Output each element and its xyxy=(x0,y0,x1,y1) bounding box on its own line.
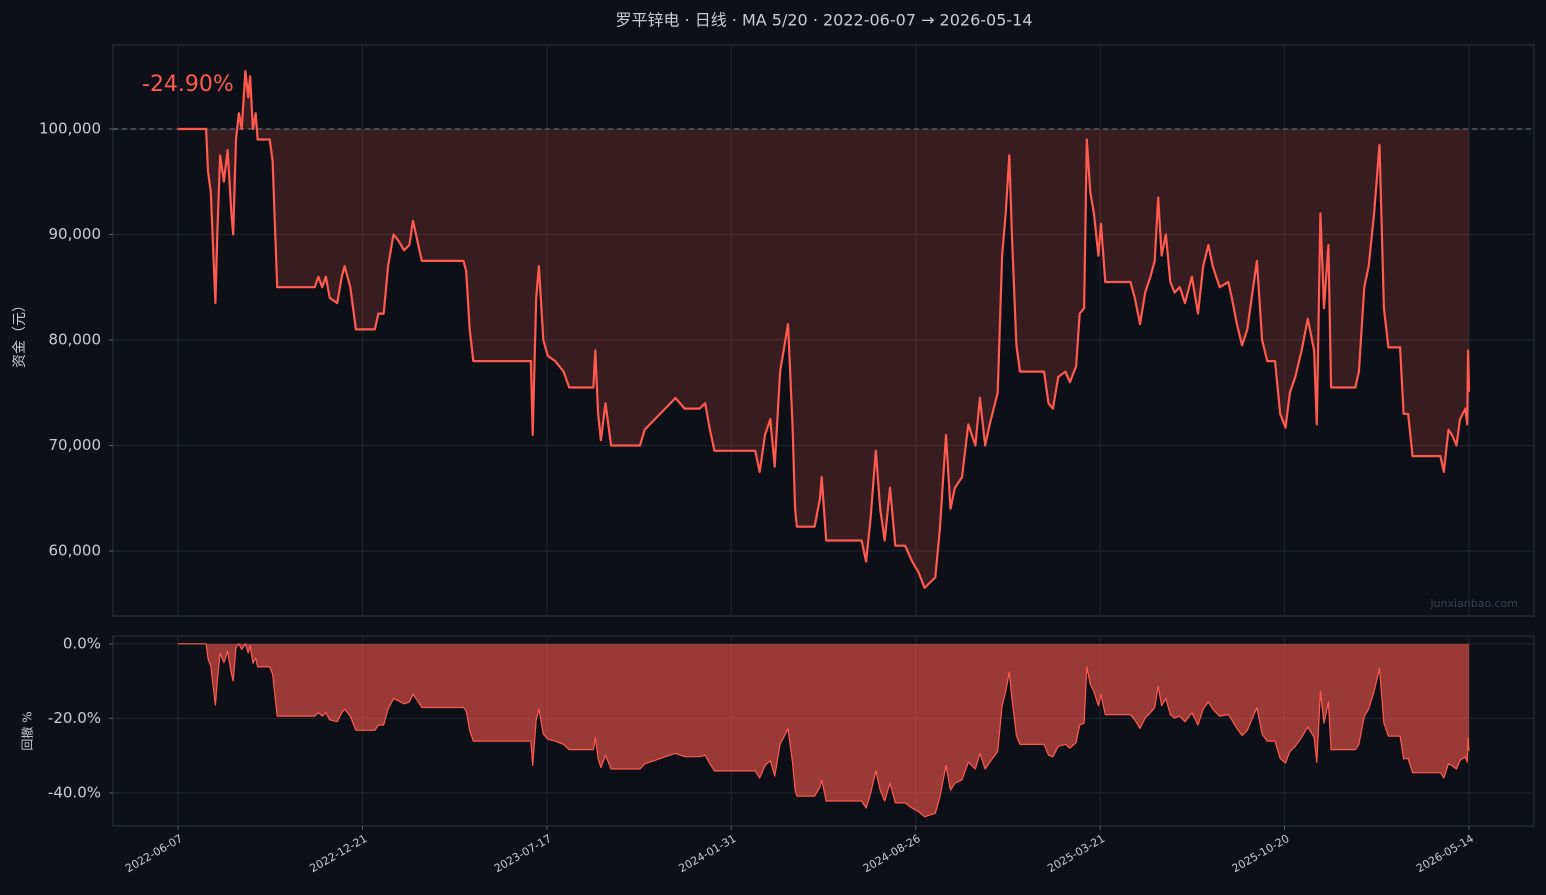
drawdown-line xyxy=(178,643,1470,818)
y-tick-label: -20.0% xyxy=(48,709,101,727)
y-axis-label: 回撤 % xyxy=(20,711,35,750)
y-tick-label: 0.0% xyxy=(63,634,101,652)
y-tick-label: 60,000 xyxy=(49,542,102,560)
y-tick-label: 80,000 xyxy=(49,330,102,348)
drawdown-fill xyxy=(178,643,1469,817)
y-axis-label: 资金（元） xyxy=(12,298,28,368)
y-tick-label: 100,000 xyxy=(39,119,101,137)
equity-line xyxy=(178,69,1471,589)
watermark: junxianbao.com xyxy=(1429,597,1518,610)
y-tick-label: 70,000 xyxy=(49,436,102,454)
panel: 60,000 70,000 80,000 90,000 100,000 xyxy=(39,44,1535,617)
plot-area xyxy=(112,44,1535,617)
chart-title: 罗平锌电 · 日线 · MA 5/20 · 2022-06-07 → 2026-… xyxy=(615,11,1032,30)
y-tick-label: 90,000 xyxy=(49,225,102,243)
return-annotation: -24.90% xyxy=(142,72,234,97)
y-tick-label: -40.0% xyxy=(48,783,101,801)
equity-fill xyxy=(178,71,1469,588)
